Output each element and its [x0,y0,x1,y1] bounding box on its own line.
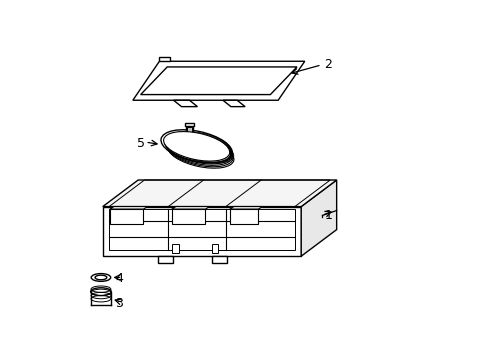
Text: 3: 3 [115,297,123,310]
Ellipse shape [174,138,229,162]
Text: 2: 2 [324,58,331,71]
Polygon shape [301,180,336,256]
Bar [211,244,218,253]
Polygon shape [110,207,147,209]
Polygon shape [102,207,301,256]
Text: 5: 5 [137,137,144,150]
Text: 1: 1 [324,209,331,222]
Polygon shape [211,256,226,262]
Bar [172,244,178,253]
Ellipse shape [163,131,229,161]
Polygon shape [133,61,304,100]
Polygon shape [141,67,296,95]
Ellipse shape [91,274,110,282]
Bar [185,124,193,138]
Polygon shape [171,209,205,224]
Polygon shape [110,209,143,224]
Polygon shape [229,207,262,209]
Ellipse shape [90,288,111,296]
Polygon shape [158,256,173,262]
Polygon shape [159,57,170,61]
Ellipse shape [161,130,232,163]
Polygon shape [171,207,209,209]
Bar [185,123,193,126]
Text: 4: 4 [115,272,123,285]
Polygon shape [173,100,197,107]
Polygon shape [223,100,244,107]
Bar [187,127,191,136]
Polygon shape [102,180,336,207]
Ellipse shape [95,275,106,280]
Polygon shape [229,209,258,224]
